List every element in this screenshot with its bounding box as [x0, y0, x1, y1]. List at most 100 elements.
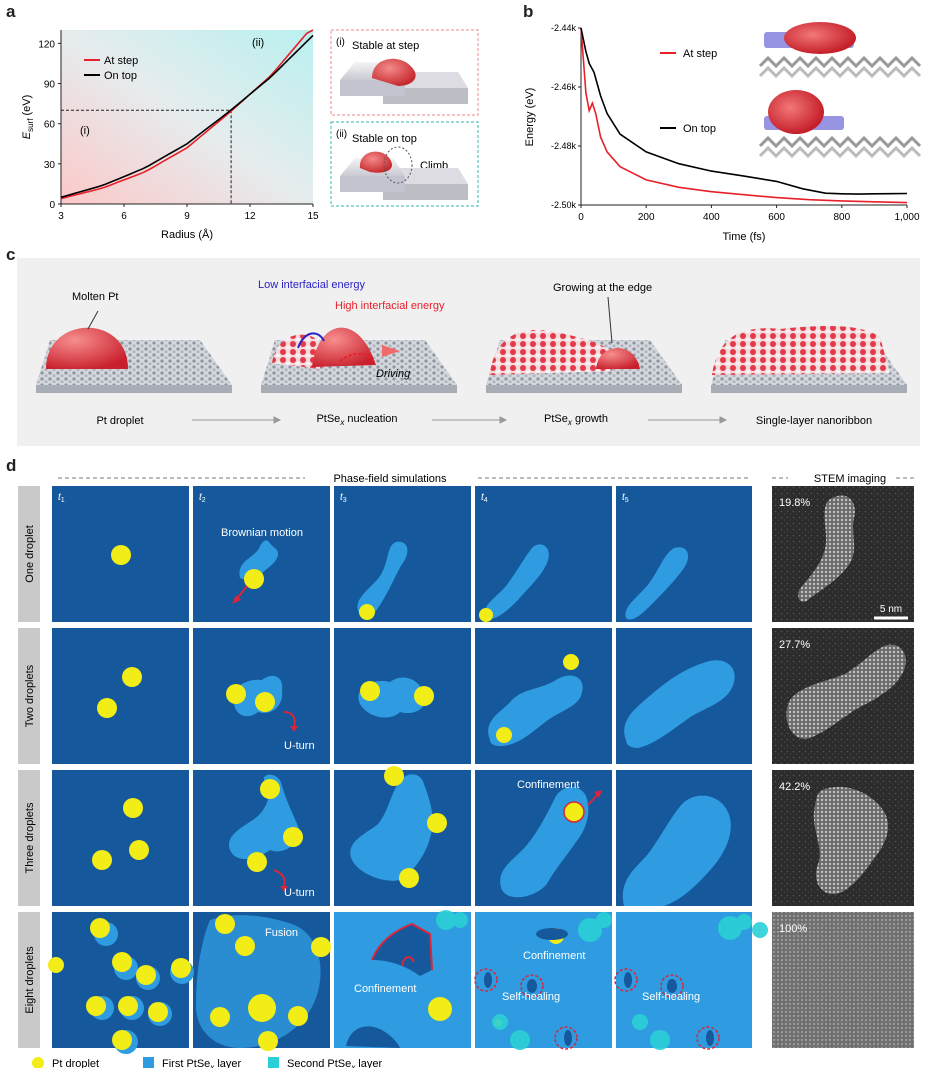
molecule-step-illustration — [758, 22, 922, 79]
panel-b-xtick: 600 — [768, 212, 785, 223]
row1-cells — [111, 540, 689, 622]
inset-ii-text: Stable on top — [352, 133, 417, 145]
step-arrows — [192, 416, 728, 424]
panel-a-ylabel: Esurf (eV) — [21, 95, 35, 140]
high-energy-boundary — [339, 352, 375, 364]
inset-i-slab-illustration — [340, 58, 468, 104]
step-label-3: PtSex growth — [544, 413, 608, 427]
panel-a-xtick: 6 — [121, 211, 127, 222]
svg-text:t4: t4 — [481, 492, 488, 504]
inset-ii-label: (ii) — [336, 129, 347, 140]
region-ii-label: (ii) — [252, 37, 264, 49]
panel-b-figure: 0 200 400 600 800 1,000 -2.44k -2.46k -2.48k -2.5… — [524, 22, 922, 243]
legend-second-label: Second PtSex layer — [287, 1058, 382, 1068]
panel-label-b: b — [523, 2, 534, 21]
panel-b-xlabel: Time (fs) — [723, 231, 766, 243]
stem-pct-4: 100% — [779, 923, 807, 935]
svg-text:t1: t1 — [58, 492, 65, 504]
panel-b-line-on-top — [580, 27, 908, 195]
panel-b-ylabel: Energy (eV) — [524, 88, 536, 147]
svg-text:t2: t2 — [199, 492, 206, 504]
panel-b-xtick: 0 — [578, 212, 584, 223]
panel-a-ytick: 120 — [38, 39, 55, 50]
confinement-label-1: Confinement — [517, 779, 579, 791]
panel-b-ytick: -2.48k — [551, 141, 577, 151]
panel-label-a: a — [6, 2, 16, 21]
stem-images — [772, 486, 914, 1048]
low-energy-label: Low interfacial energy — [258, 279, 366, 291]
row-label-3: Three droplets — [24, 802, 36, 873]
region-i-label: (i) — [80, 125, 90, 137]
legend-first-swatch — [143, 1057, 154, 1068]
growth-pointer — [607, 296, 613, 344]
stem-percent-labels: 19.8% 27.7% 42.2% 100% — [779, 497, 810, 935]
step-label-2: PtSex nucleation — [316, 413, 397, 427]
panel-b-ytick: -2.46k — [551, 82, 577, 92]
panel-b-xtick: 400 — [703, 212, 720, 223]
selfheal-label-2: Self-healing — [642, 991, 700, 1003]
legend-top-label: On top — [104, 70, 137, 82]
panel-b-series — [580, 27, 908, 204]
panel-b-ticks: 0 200 400 600 800 1,000 -2.44k -2.46k -2.48k -2.5… — [551, 23, 920, 223]
panel-a-line-at-step — [60, 29, 314, 200]
time-labels: t1 t2 t3 t4 t5 — [58, 492, 629, 504]
uturn-label-1: U-turn — [284, 740, 315, 752]
step-label-1: Pt droplet — [96, 415, 143, 427]
legend-b-top-label: On top — [683, 123, 716, 135]
stem-pct-1: 19.8% — [779, 497, 810, 509]
panel-label-d: d — [6, 456, 17, 475]
panel-a-ytick: 60 — [44, 120, 56, 131]
legend-first-label: First PtSex layer — [162, 1058, 242, 1068]
molten-pt-drop — [46, 327, 128, 369]
panel-a-crossing-guides — [61, 109, 232, 204]
panel-a-ytick: 30 — [44, 160, 56, 171]
brownian-label: Brownian motion — [221, 527, 303, 539]
row-label-2: Two droplets — [24, 664, 36, 727]
row4-cells — [48, 910, 768, 1054]
growing-label: Growing at the edge — [553, 282, 652, 294]
panel-d-legend: Pt droplet First PtSex layer Second PtSe… — [32, 1057, 382, 1068]
molecule-top-illustration — [758, 90, 922, 159]
panel-b-axes — [580, 28, 907, 206]
low-energy-boundary — [297, 332, 325, 349]
confinement-label-2: Confinement — [354, 983, 416, 995]
phase-title: Phase-field simulations — [333, 473, 447, 485]
panel-a-xtick: 9 — [184, 211, 190, 222]
legend-second-swatch — [268, 1057, 279, 1068]
svg-text:t5: t5 — [622, 492, 629, 504]
molten-pt-label: Molten Pt — [72, 291, 118, 303]
panel-a-xtick: 3 — [58, 211, 64, 222]
panel-b-line-at-step — [580, 27, 908, 204]
inset-i-label: (i) — [336, 37, 345, 48]
panel-b-ytick: -2.50k — [551, 200, 577, 210]
confinement-label-3: Confinement — [523, 950, 585, 962]
stem-pct-3: 42.2% — [779, 781, 810, 793]
molten-pt-pointer — [87, 310, 99, 330]
panel-c-figure: Molten Pt Low interfacial energy High in… — [17, 258, 920, 446]
panel-a-ytick: 0 — [49, 200, 55, 211]
panel-a-xlabel: Radius (Å) — [161, 228, 213, 241]
driving-arrow — [382, 345, 400, 357]
panel-b-xtick: 800 — [833, 212, 850, 223]
panel-a-xtick: 15 — [307, 211, 319, 222]
panel-b-ytick: -2.44k — [551, 23, 577, 33]
row2-cells — [97, 654, 735, 748]
row-label-4: Eight droplets — [24, 946, 36, 1014]
legend-pt-label: Pt droplet — [52, 1058, 99, 1068]
driving-label: Driving — [376, 368, 411, 380]
inset-ii-slab-illustration — [340, 146, 468, 200]
row-labels: One droplet Two droplets Three droplets … — [18, 486, 40, 1048]
uturn-label-2: U-turn — [284, 887, 315, 899]
panel-b-xtick: 200 — [638, 212, 655, 223]
panel-label-c: c — [6, 245, 16, 264]
panel-a-ytick: 90 — [44, 80, 56, 91]
inset-i-text: Stable at step — [352, 40, 419, 52]
panel-a-figure: 3 6 9 12 15 0 30 60 90 120 (ii) (i) At step On to… — [21, 29, 479, 241]
panel-a-series — [60, 29, 314, 200]
nanoribbon — [712, 326, 890, 375]
legend-pt-swatch — [32, 1057, 44, 1068]
nucleation-drop — [312, 327, 376, 367]
selfheal-label-1: Self-healing — [502, 991, 560, 1003]
panel-a-line-on-top — [60, 34, 314, 199]
svg-text:t3: t3 — [340, 492, 347, 504]
